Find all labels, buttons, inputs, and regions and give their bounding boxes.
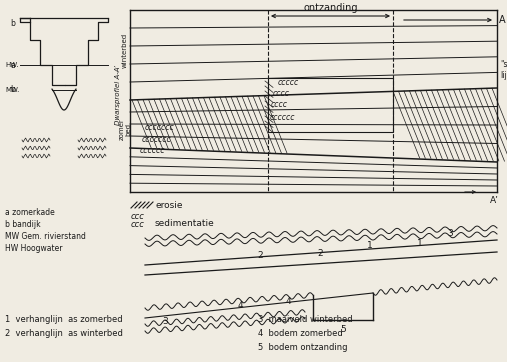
Text: 2: 2	[257, 252, 263, 261]
Text: 1: 1	[417, 239, 423, 248]
Text: MW.: MW.	[5, 87, 19, 93]
Text: 5: 5	[340, 325, 346, 334]
Text: ccccccc: ccccccc	[145, 123, 175, 132]
Text: 3: 3	[162, 317, 168, 327]
Text: 1  verhanglijn  as zomerbed: 1 verhanglijn as zomerbed	[5, 315, 123, 324]
Text: winterbed: winterbed	[122, 33, 128, 68]
Text: 2  verhanglijn  as winterbed: 2 verhanglijn as winterbed	[5, 329, 123, 338]
Text: b bandijk: b bandijk	[5, 220, 41, 229]
Text: zomer
bed: zomer bed	[119, 118, 131, 140]
Text: cccccc: cccccc	[270, 113, 296, 122]
Text: A: A	[499, 15, 505, 25]
Text: 4: 4	[285, 296, 291, 306]
Text: Dwarsprofiel A-A’: Dwarsprofiel A-A’	[115, 65, 121, 125]
Text: cccccc: cccccc	[140, 146, 165, 155]
Text: ontzanding: ontzanding	[303, 3, 358, 13]
Text: ccccccc: ccccccc	[142, 135, 172, 144]
Text: ccc: ccc	[131, 212, 145, 221]
Bar	[268, 78, 393, 132]
Text: b: b	[11, 85, 15, 94]
Text: a: a	[11, 60, 15, 70]
Text: 3: 3	[447, 228, 453, 237]
Text: ccc: ccc	[131, 220, 145, 229]
Text: 3  maaiveld winterbed: 3 maaiveld winterbed	[258, 315, 353, 324]
Text: "stroom-
lijnen": "stroom- lijnen"	[500, 60, 507, 80]
Text: a zomerkade: a zomerkade	[5, 208, 55, 217]
Text: erosie: erosie	[155, 201, 183, 210]
Text: 4  bodem zomerbed: 4 bodem zomerbed	[258, 329, 343, 338]
Text: cccc: cccc	[271, 100, 288, 109]
Text: 2: 2	[317, 249, 323, 258]
Text: sedimentatie: sedimentatie	[155, 219, 215, 227]
Text: MW Gem. rivierstand: MW Gem. rivierstand	[5, 232, 86, 241]
Text: b: b	[11, 18, 15, 28]
Text: A’: A’	[490, 196, 498, 205]
Text: HW Hoogwater: HW Hoogwater	[5, 244, 62, 253]
Text: 5  bodem ontzanding: 5 bodem ontzanding	[258, 343, 347, 352]
Text: cccc: cccc	[273, 89, 290, 98]
Text: 1: 1	[367, 241, 373, 251]
Text: HW.: HW.	[5, 62, 19, 68]
Text: ccccc: ccccc	[278, 78, 299, 87]
Text: 4: 4	[237, 301, 243, 310]
